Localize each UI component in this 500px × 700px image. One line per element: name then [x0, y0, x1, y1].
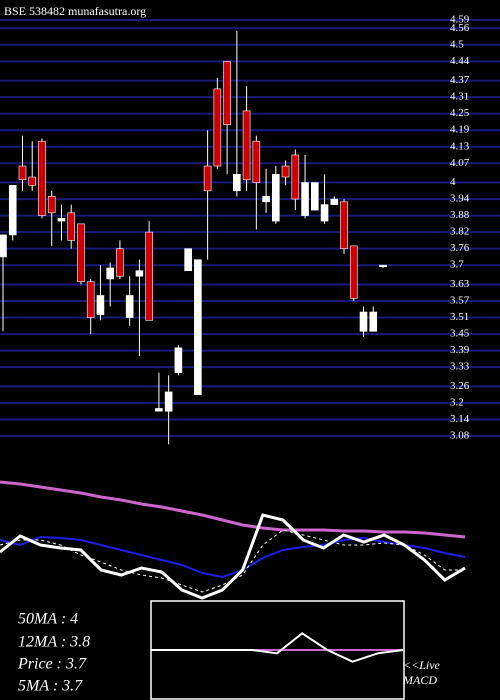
candle-body: [145, 231, 153, 321]
y-tick-label: 4.19: [450, 124, 470, 136]
y-tick-label: 4: [450, 176, 456, 188]
candle-body: [223, 61, 231, 125]
candle-body: [349, 245, 358, 299]
y-tick-label: 4.07: [450, 157, 470, 169]
line-series: [0, 535, 466, 579]
candle-body: [155, 408, 163, 412]
candle-body: [379, 264, 387, 267]
candle-body: [164, 391, 173, 412]
stat: 50MA : 4: [18, 611, 78, 628]
candle-body: [310, 182, 319, 211]
y-tick-label: 3.14: [450, 413, 470, 425]
y-tick-label: 3.33: [450, 361, 470, 373]
line-series: [0, 480, 466, 539]
y-tick-label: 4.31: [450, 91, 469, 103]
candle-body: [340, 201, 348, 249]
y-tick-label: 4.59: [450, 14, 470, 26]
line-series: [0, 529, 465, 593]
candle-body: [320, 204, 329, 222]
y-tick-label: 3.57: [450, 295, 470, 307]
y-tick-label: 4.5: [450, 38, 464, 50]
y-tick-label: 3.08: [450, 430, 470, 442]
y-tick-label: 4.44: [450, 55, 470, 67]
y-tick-label: 3.26: [450, 380, 470, 392]
candle-body: [203, 165, 212, 192]
macd-label: <<Live: [403, 658, 441, 672]
stat: 5MA : 3.7: [18, 678, 83, 695]
y-tick-label: 3.7: [450, 259, 464, 271]
candle-body: [330, 198, 339, 205]
candle-body: [96, 295, 105, 316]
y-tick-label: 3.51: [450, 311, 469, 323]
candle-body: [174, 347, 183, 373]
macd-label: MACD: [402, 673, 437, 687]
y-tick-label: 3.45: [450, 328, 470, 340]
candle-body: [8, 184, 17, 236]
candle-body: [86, 281, 95, 318]
candle-body: [369, 311, 378, 332]
candle-body: [57, 218, 66, 222]
y-tick-label: 4.25: [450, 107, 470, 119]
candle-body: [272, 173, 280, 222]
candle-body: [18, 165, 27, 181]
candle-body: [106, 267, 114, 280]
y-tick-label: 4.37: [450, 74, 470, 86]
y-tick-label: 4.13: [450, 140, 470, 152]
y-tick-label: 3.94: [450, 193, 470, 205]
candle-body: [28, 176, 37, 186]
candle-body: [262, 196, 270, 203]
candle-body: [116, 248, 124, 277]
candle-body: [291, 154, 300, 200]
candle-body: [233, 173, 241, 192]
candle-body: [281, 165, 290, 178]
candle-body: [184, 248, 192, 272]
y-tick-label: 3.76: [450, 242, 470, 254]
candle-body: [67, 212, 76, 241]
candle-body: [125, 295, 134, 318]
candle-body: [77, 223, 85, 283]
y-tick-label: 3.39: [450, 344, 470, 356]
candle-body: [242, 110, 251, 181]
y-tick-label: 3.63: [450, 278, 470, 290]
candle-body: [135, 270, 144, 277]
candle-body: [213, 88, 222, 167]
candle-body: [0, 234, 7, 258]
line-series: [151, 632, 404, 663]
chart-title: BSE 538482 munafasutra.org: [4, 4, 146, 18]
candle-body: [194, 259, 202, 395]
candle-body: [252, 140, 261, 183]
y-tick-label: 3.88: [450, 209, 470, 221]
line-series: [0, 513, 466, 600]
stat: 12MA : 3.8: [18, 634, 90, 651]
candle-body: [359, 311, 368, 332]
y-tick-label: 3.2: [450, 396, 464, 408]
candle-body: [301, 182, 309, 216]
candle-body: [47, 196, 56, 214]
candle-body: [38, 140, 46, 216]
y-tick-label: 4.56: [450, 22, 470, 34]
stat: Price : 3.7: [17, 656, 87, 673]
y-tick-label: 3.82: [450, 226, 469, 238]
